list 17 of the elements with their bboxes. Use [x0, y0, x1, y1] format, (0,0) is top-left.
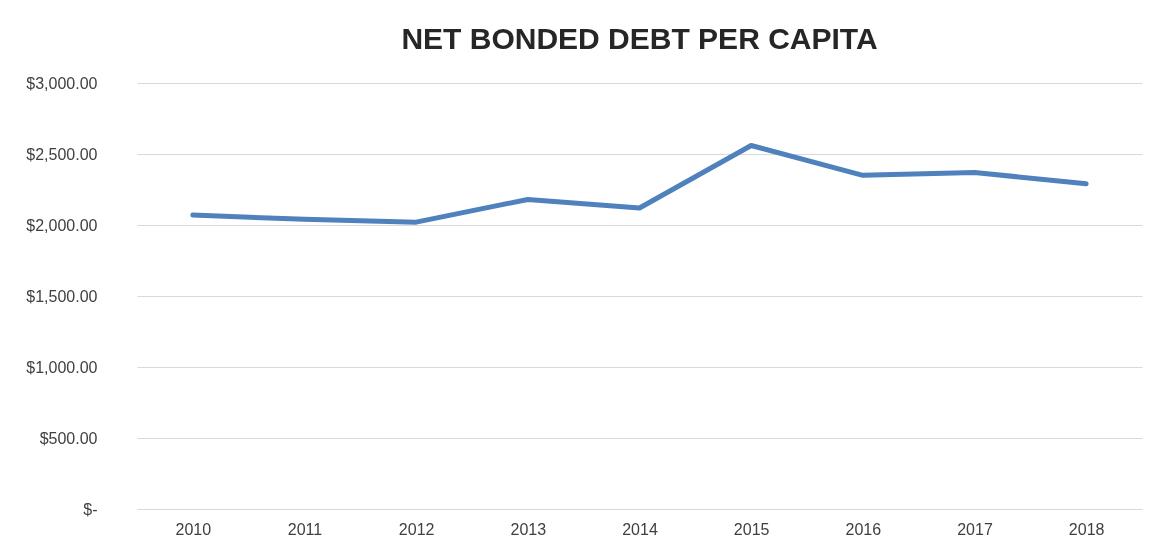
x-tick-label: 2012: [398, 520, 435, 538]
chart-title: NET BONDED DEBT PER CAPITA: [401, 22, 878, 55]
x-tick-label: 2018: [1068, 520, 1105, 538]
y-tick-label: $3,000.00: [26, 74, 98, 92]
y-tick-label: $-: [83, 500, 98, 518]
x-tick-label: 2013: [510, 520, 547, 538]
x-tick-label: 2016: [845, 520, 882, 538]
y-tick-label: $2,000.00: [26, 216, 98, 234]
y-tick-label: $2,500.00: [26, 145, 98, 163]
y-tick-label: $1,500.00: [26, 287, 98, 305]
x-tick-label: 2015: [733, 520, 770, 538]
x-tick-label: 2010: [175, 520, 212, 538]
x-tick-label: 2011: [287, 520, 323, 538]
x-tick-label: 2014: [622, 520, 658, 538]
y-tick-label: $1,000.00: [26, 358, 98, 376]
x-tick-label: 2017: [957, 520, 993, 538]
y-tick-label: $500.00: [39, 429, 98, 447]
